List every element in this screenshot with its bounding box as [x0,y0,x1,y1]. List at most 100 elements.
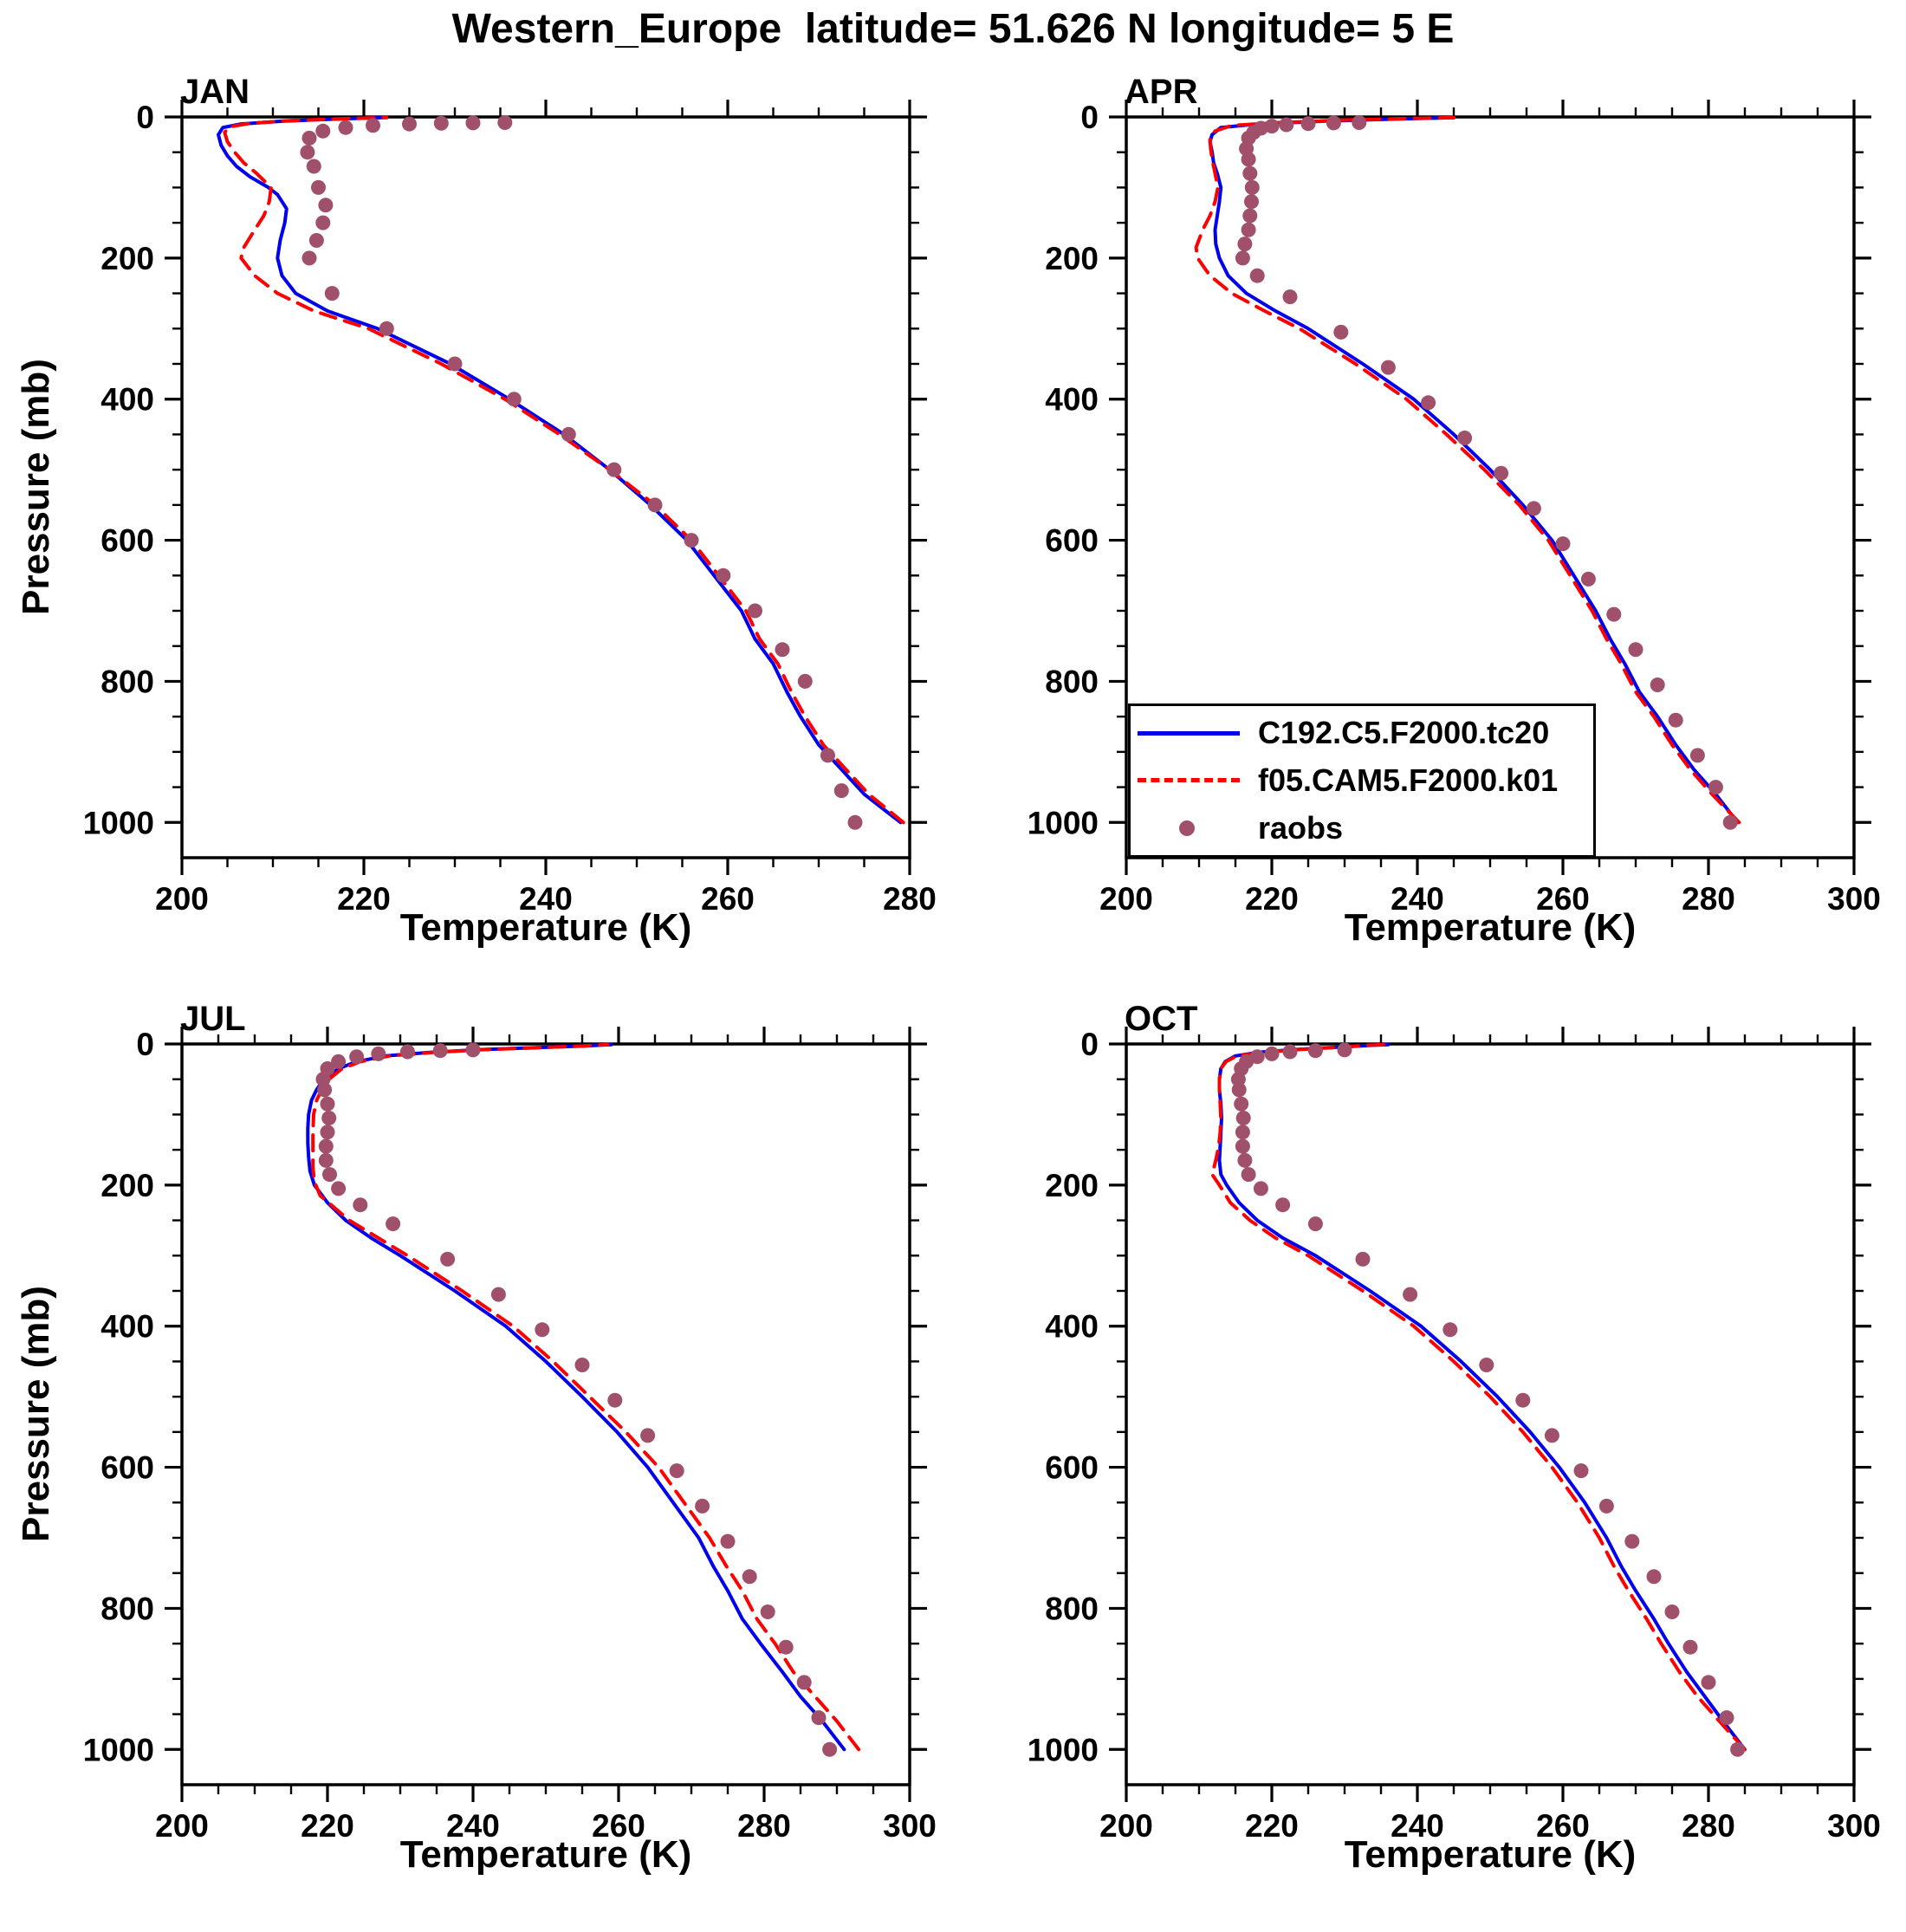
x-tick-label: 220 [301,1808,354,1844]
raobs-dot [647,497,663,513]
legend-label-c192: C192.C5.F2000.tc20 [1258,715,1550,751]
x-tick-label: 200 [155,1808,209,1844]
raobs-dot [1664,1605,1680,1619]
raobs-dot [607,1392,623,1408]
raobs-dot [366,118,380,133]
raobs-dot [775,642,790,658]
raobs-dot [1249,268,1265,283]
raobs-dot [1624,1533,1640,1549]
raobs-dot [1479,1358,1494,1372]
raobs-dot [1241,1167,1256,1183]
y-tick-label: 1000 [83,1732,154,1767]
raobs-dot [1403,1287,1418,1302]
raobs-dot [695,1498,710,1514]
raobs-dot [432,1043,448,1059]
raobs-dot [1515,1392,1531,1408]
plot-frame [180,1042,911,1786]
raobs-dot [535,1322,550,1338]
raobs-dot [1457,431,1473,445]
raobs-dot [1421,395,1436,411]
raobs-dot [386,1216,401,1232]
x-tick-label: 260 [1536,881,1590,917]
raobs-dot [371,1046,386,1061]
y-tick-label: 600 [1045,1450,1099,1486]
raobs-dot [748,603,762,619]
raobs-dot [847,814,863,830]
y-tick-label: 600 [100,1450,154,1486]
series-line-c192 [1217,1042,1747,1752]
raobs-dot [447,356,463,372]
raobs-dot [1235,1125,1250,1140]
legend-line-dashed-icon [1138,778,1240,783]
raobs-dot [490,1287,506,1302]
raobs-dot [640,1428,656,1443]
raobs-dot [338,120,353,135]
raobs-dot [1326,115,1341,131]
raobs-dot [606,462,622,477]
raobs-dot [318,1138,334,1154]
raobs-dot [318,1152,334,1168]
legend-label-raobs: raobs [1258,809,1344,846]
raobs-dot [1380,360,1396,375]
raobs-dot [1628,642,1643,658]
y-tick-label: 800 [1045,1591,1099,1626]
raobs-dot [1494,465,1509,481]
y-tick-label: 200 [100,241,154,276]
raobs-dot [353,1197,368,1213]
raobs-dot [1337,1042,1352,1058]
raobs-dot [1279,117,1294,133]
y-tick-label: 800 [100,664,154,699]
raobs-dot [1282,289,1298,305]
raobs-dot [1352,115,1367,130]
x-tick-label: 220 [1245,881,1299,917]
x-tick-label: 260 [592,1808,645,1844]
raobs-dot [716,567,731,583]
series-line-f05 [311,1042,861,1752]
series-line-c192 [217,115,903,825]
raobs-dot [433,115,449,131]
raobs-dot [318,198,334,213]
raobs-dot [465,1042,481,1058]
raobs-dot [301,250,317,266]
raobs-dot [1668,712,1683,728]
raobs-dot [574,1358,590,1372]
x-tick-label: 260 [1536,1808,1590,1844]
x-tick-label: 240 [446,1808,500,1844]
legend: C192.C5.F2000.tc20 f05.CAM5.F2000.k01 ra… [1128,703,1596,858]
raobs-dot [1237,237,1253,252]
y-tick-label: 600 [1045,523,1099,559]
raobs-dot [1650,677,1665,692]
raobs-dot [1544,1428,1559,1443]
y-tick-label: 0 [1080,1027,1099,1062]
raobs-dot [1580,571,1596,587]
raobs-dot [684,533,699,548]
series-line-f05 [1194,115,1741,825]
raobs-dot [331,1181,347,1196]
raobs-dot [1241,222,1256,237]
raobs-dot [1282,1044,1298,1060]
plot-frame [1125,1042,1856,1786]
raobs-dot [300,145,315,160]
y-tick-label: 200 [1045,1168,1099,1203]
raobs-dot [440,1251,456,1267]
raobs-dot [561,426,576,442]
x-tick-label: 220 [1245,1808,1299,1844]
x-axis-label-jul: Temperature (K) [399,1833,692,1876]
raobs-dot [760,1605,775,1619]
series-line-f05 [223,115,905,825]
y-tick-label: 1000 [1028,1732,1099,1767]
raobs-dot [379,321,394,336]
raobs-dot [1555,536,1571,552]
raobs-dot [1701,1675,1716,1690]
x-tick-label: 280 [883,881,937,917]
x-tick-label: 200 [1099,881,1153,917]
raobs-dot [1333,324,1349,340]
figure-title: Western_Europe latitude= 51.626 N longit… [451,6,1455,52]
raobs-dot [1244,179,1260,195]
panel-title-apr: APR [1125,73,1198,111]
raobs-dot [1719,1710,1734,1726]
y-tick-label: 400 [100,1309,154,1345]
raobs-dot [1307,1043,1323,1059]
raobs-dot [315,215,331,230]
